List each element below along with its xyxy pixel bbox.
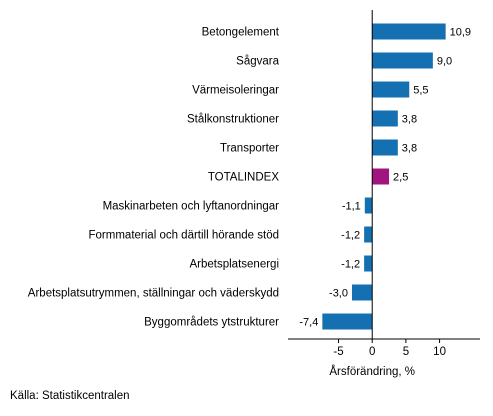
bar-5 — [372, 168, 390, 185]
bar-10 — [322, 313, 373, 330]
bar-4 — [372, 139, 398, 156]
value-label-5: 2,5 — [393, 172, 408, 184]
value-label-1: 9,0 — [437, 56, 452, 68]
value-labels: 10,9 9,0 5,5 3,8 3,8 2,5 -1,1 -1,2 -1,2 -3,0 -7,4 — [299, 27, 471, 329]
category-label-5: TOTALINDEX — [208, 172, 279, 184]
value-label-9: -3,0 — [329, 288, 348, 300]
bar-8 — [364, 255, 373, 272]
category-label-1: Sågvara — [236, 56, 279, 68]
axes: -5 0 5 10 — [288, 10, 480, 358]
value-label-7: -1,2 — [341, 230, 360, 242]
category-label-4: Transporter — [220, 143, 279, 155]
x-tick-label-1: 0 — [369, 346, 375, 358]
value-label-6: -1,1 — [342, 201, 361, 213]
bar-3 — [372, 110, 398, 127]
category-label-3: Stålkonstruktioner — [187, 114, 279, 126]
category-labels: Betongelement Sågvara Värmeisoleringar Stål… — [28, 27, 280, 329]
bar-0 — [372, 23, 446, 40]
x-tick-label-3: 10 — [433, 346, 446, 358]
bar-7 — [364, 226, 373, 243]
bar-6 — [364, 197, 373, 214]
value-label-10: -7,4 — [299, 317, 318, 329]
x-axis-title: Årsförändring, % — [329, 365, 415, 378]
category-label-10: Byggområdets ytstrukturer — [144, 317, 279, 329]
category-label-0: Betongelement — [202, 27, 280, 39]
bars-group — [322, 23, 446, 330]
bar-2 — [372, 81, 410, 98]
bar-1 — [372, 52, 433, 69]
value-label-0: 10,9 — [450, 27, 471, 39]
x-tick-label-0: -5 — [333, 346, 343, 358]
category-label-6: Maskinarbeten och lyftanordningar — [103, 201, 280, 213]
value-label-8: -1,2 — [341, 259, 360, 271]
value-label-3: 3,8 — [402, 114, 417, 126]
source-note: Källa: Statistikcentralen — [10, 390, 130, 402]
category-label-2: Värmeisoleringar — [192, 85, 279, 97]
category-label-8: Arbetsplatsenergi — [190, 259, 280, 271]
category-label-9: Arbetsplatsutrymmen, ställningar och väd… — [28, 288, 279, 300]
category-label-7: Formmaterial och därtill hörande stöd — [89, 230, 279, 242]
bar-9 — [352, 284, 373, 301]
value-label-4: 3,8 — [402, 143, 417, 155]
x-tick-label-2: 5 — [403, 346, 409, 358]
value-label-2: 5,5 — [413, 85, 428, 97]
